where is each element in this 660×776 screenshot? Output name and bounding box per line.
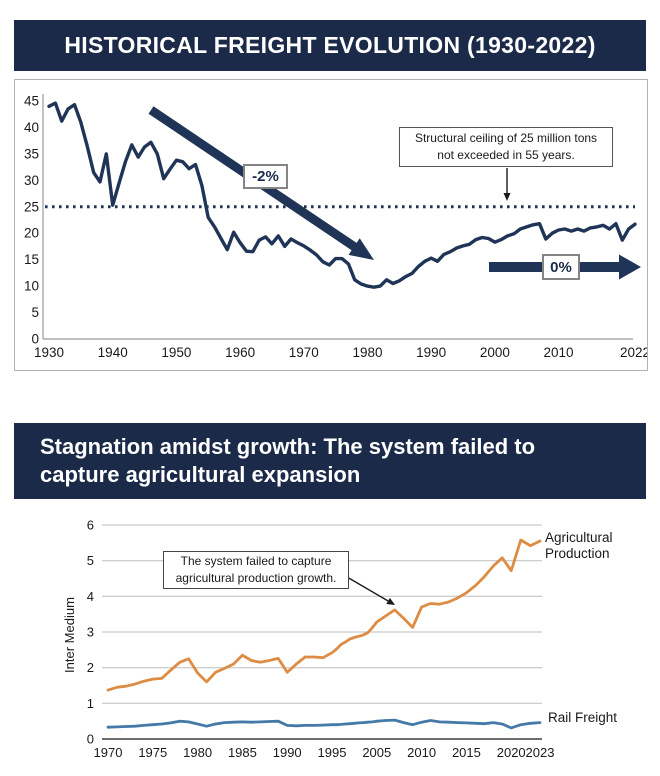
y-tick-label: 20 xyxy=(24,226,39,241)
x-tick-label: 1970 xyxy=(289,345,319,360)
flat-rate-label: 0% xyxy=(542,254,580,280)
freight-chart-title: HISTORICAL FREIGHT EVOLUTION (1930-2022) xyxy=(64,32,596,58)
x-tick-label: 1990 xyxy=(416,345,446,360)
x-tick-label: 1980 xyxy=(352,345,382,360)
growth-note-box: The system failed to capture agricultura… xyxy=(163,551,349,589)
x-tick-label: 1990 xyxy=(273,745,302,760)
growth-note-arrow xyxy=(346,576,389,602)
ceiling-note-arrow-head xyxy=(503,193,511,201)
freight-chart: 0 5 10 15 20 25 30 35 40 45 1930 1940 1950 1960 1970 19… xyxy=(14,79,648,371)
y-tick-label: 6 xyxy=(87,518,94,533)
x-tick-label: 1950 xyxy=(161,345,191,360)
y-tick-label: 0 xyxy=(31,332,39,347)
x-tick-label: 2023 xyxy=(526,745,555,760)
y-tick-label: 1 xyxy=(87,696,94,711)
x-tick-label: 2000 xyxy=(480,345,510,360)
x-tick-label: 1995 xyxy=(318,745,347,760)
legend-agricultural-production: Agricultural Production xyxy=(545,530,613,561)
y-tick-label: 3 xyxy=(87,625,94,640)
y-tick-label: 0 xyxy=(87,732,94,747)
y-tick-label: 30 xyxy=(24,173,39,188)
y-tick-label: 15 xyxy=(24,252,39,267)
y-tick-label: 40 xyxy=(24,120,39,135)
x-tick-label: 1960 xyxy=(225,345,255,360)
ceiling-note-box: Structural ceiling of 25 million tons no… xyxy=(399,127,613,167)
y-tick-label: 5 xyxy=(31,305,39,320)
x-tick-label: 1940 xyxy=(98,345,128,360)
freight-chart-svg: 0 5 10 15 20 25 30 35 40 45 1930 1940 1950 1960 1970 19… xyxy=(24,94,647,361)
legend-rail-freight: Rail Freight xyxy=(548,710,618,725)
x-tick-label: 1970 xyxy=(94,745,123,760)
series-line-agricultural-production xyxy=(106,538,542,692)
decline-rate-label: -2% xyxy=(243,164,288,189)
x-tick-label: 2015 xyxy=(452,745,481,760)
y-tick-label: 25 xyxy=(24,199,39,214)
growth-note-text: The system failed to capture agricultura… xyxy=(175,553,337,585)
x-tick-label: 1985 xyxy=(228,745,257,760)
series-line-rail-freight xyxy=(106,718,542,730)
freight-section-header: HISTORICAL FREIGHT EVOLUTION (1930-2022) xyxy=(14,20,646,71)
x-tick-label: 1930 xyxy=(34,345,64,360)
x-tick-label: 2020 xyxy=(497,745,526,760)
growth-note-arrow-head xyxy=(386,597,395,605)
y-tick-label: 10 xyxy=(24,279,39,294)
x-tick-label: 2005 xyxy=(362,745,391,760)
y-tick-label: 5 xyxy=(87,553,94,568)
x-tick-label: 2010 xyxy=(544,345,574,360)
y-tick-label: 35 xyxy=(24,146,39,161)
x-tick-label: 1980 xyxy=(183,745,212,760)
stagnation-title: Stagnation amidst growth: The system fai… xyxy=(40,433,536,487)
x-tick-label: 2010 xyxy=(407,745,436,760)
ceiling-note-text: Structural ceiling of 25 million tons no… xyxy=(414,130,598,162)
y-tick-label: 4 xyxy=(87,589,94,604)
x-tick-label: 1975 xyxy=(138,745,167,760)
x-tick-label: 2022 xyxy=(620,345,647,360)
y-tick-label: 45 xyxy=(24,94,39,109)
freight-series-line xyxy=(47,101,637,289)
y-axis-label-inter-medium: Inter Medium xyxy=(62,597,77,673)
stagnation-section-header: Stagnation amidst growth: The system fai… xyxy=(14,423,646,499)
growth-chart: 0 1 2 3 4 5 6 1970 1975 1980 1985 1990 1995 2005 2010 2… xyxy=(14,508,646,776)
y-tick-label: 2 xyxy=(87,660,94,675)
